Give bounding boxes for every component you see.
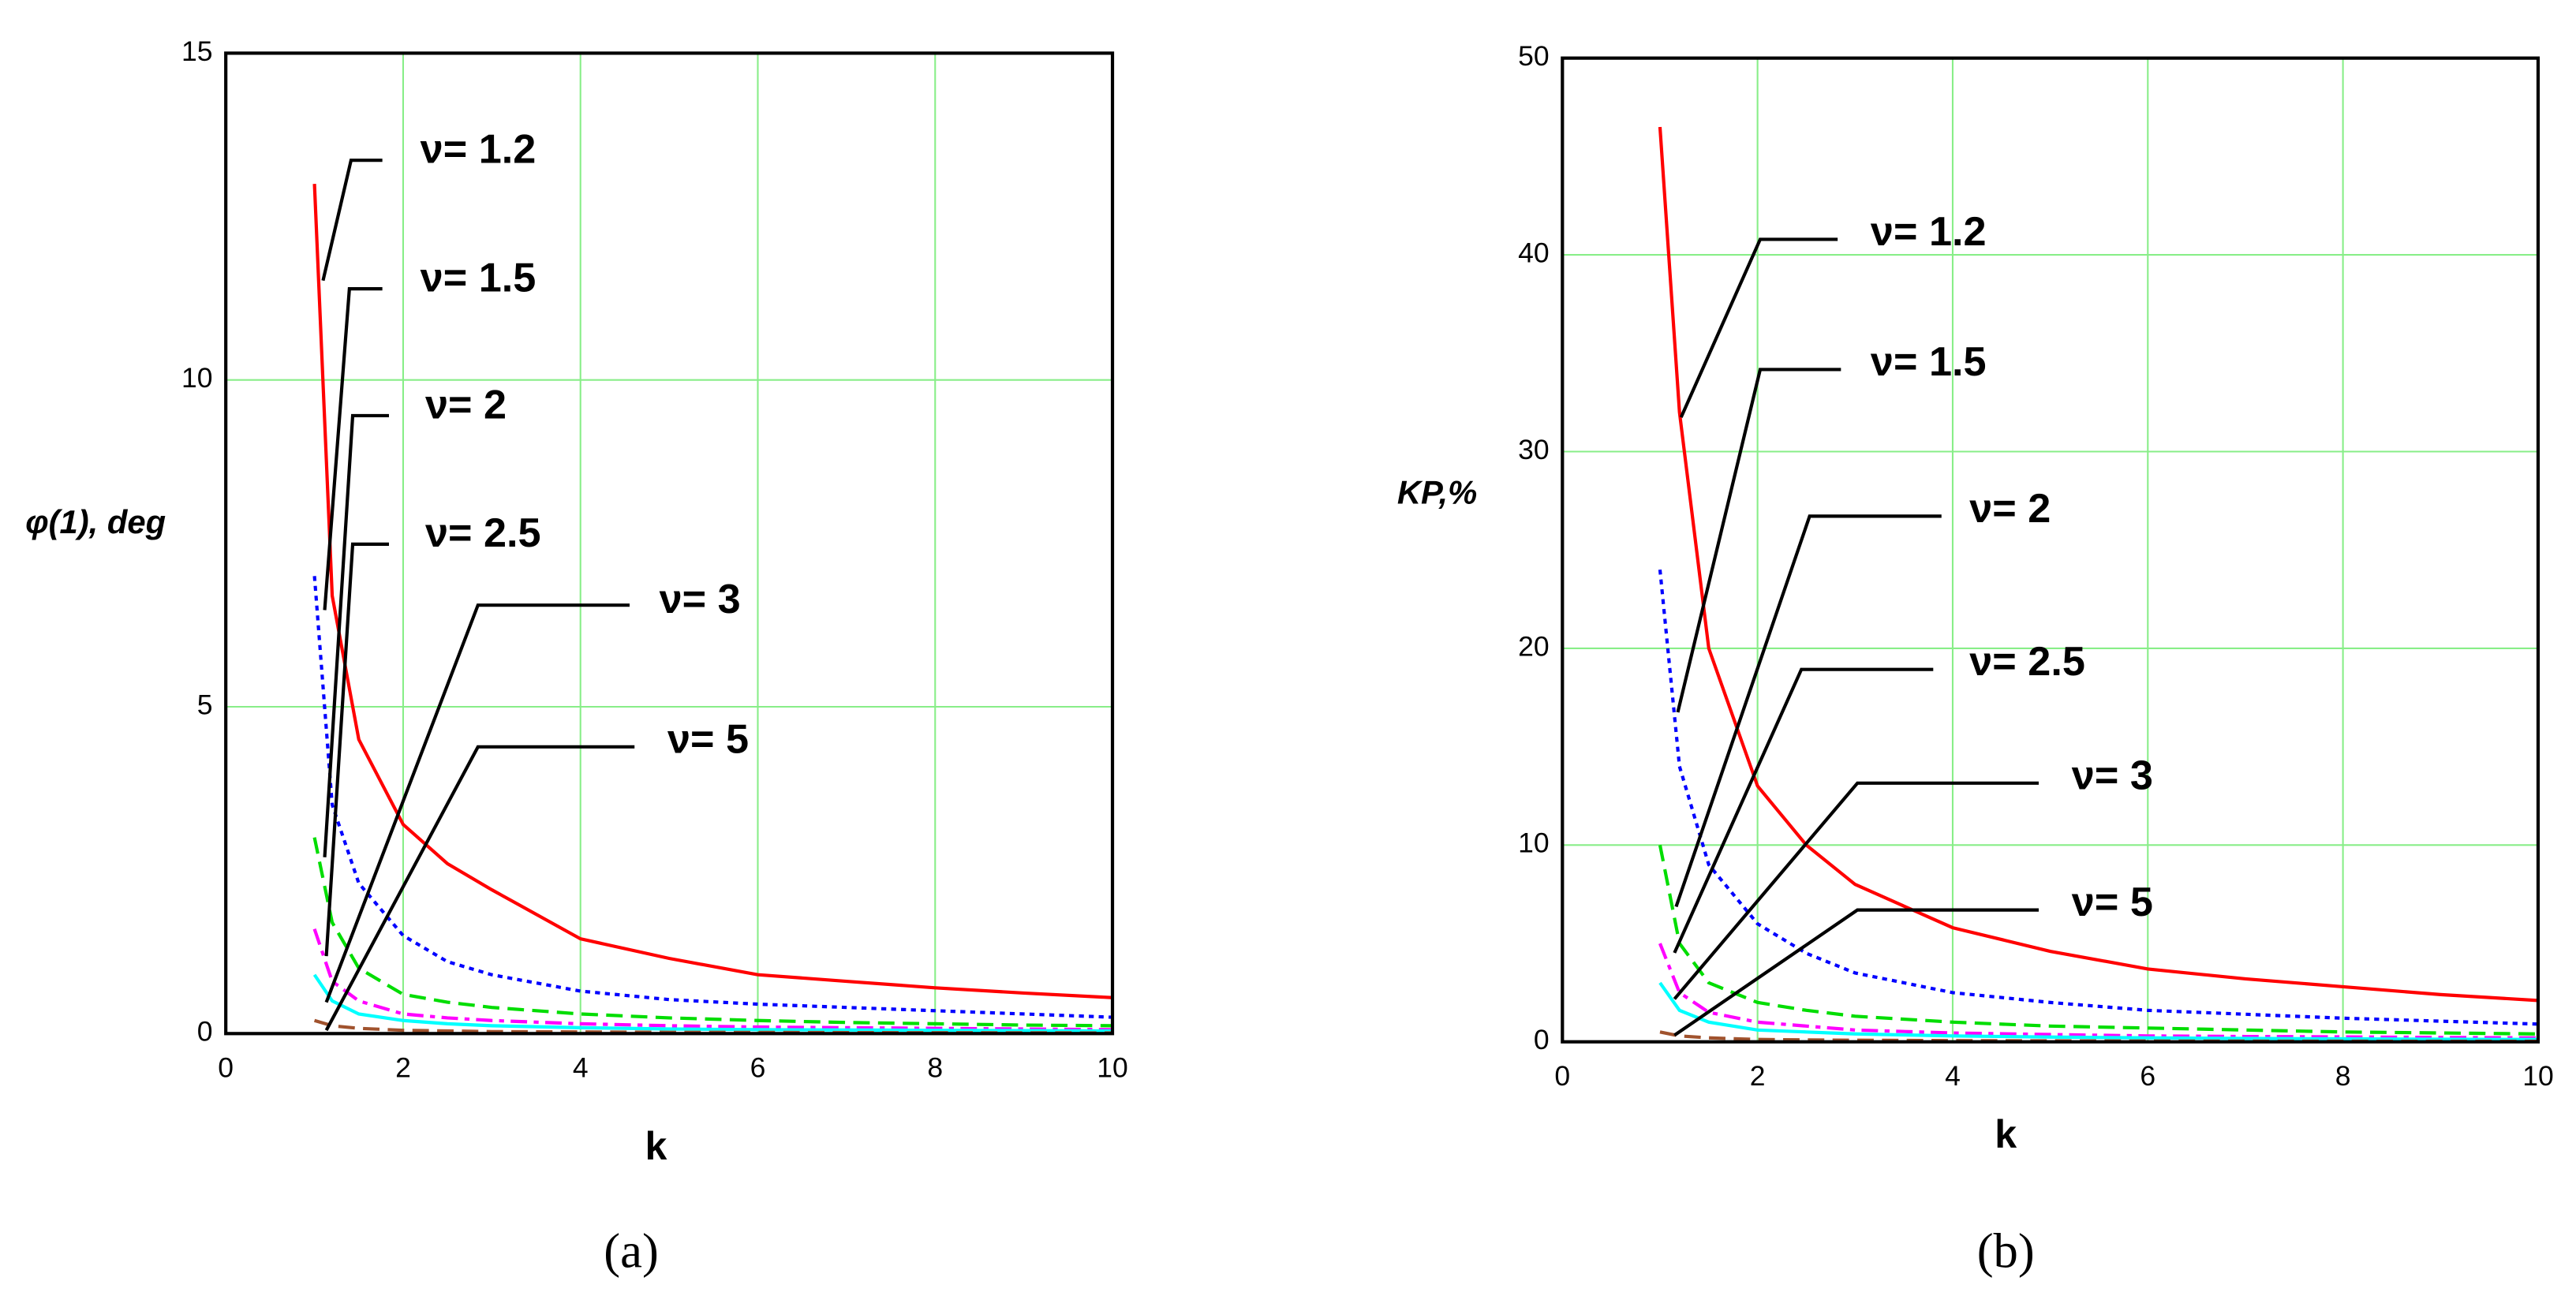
- y-tick-label: 50: [1518, 40, 1550, 72]
- series-line: [1658, 844, 2538, 1036]
- series-line: [312, 973, 1113, 1033]
- series-line: [312, 184, 1113, 999]
- x-tick-label: 6: [2140, 1060, 2155, 1092]
- y-tick-label: 15: [181, 35, 213, 67]
- leader-line: [1679, 237, 1838, 418]
- x-tick-label: 4: [573, 1052, 589, 1084]
- y-tick-label: 0: [197, 1016, 213, 1048]
- plot-frame: [1561, 56, 2540, 1044]
- y-tick-label: 40: [1518, 237, 1550, 268]
- series-label: ν= 1.2: [1871, 209, 1987, 255]
- x-tick-label: 0: [218, 1052, 234, 1084]
- series-label: ν= 3: [2072, 753, 2153, 798]
- plot-frame: [224, 51, 1115, 1036]
- x-tick-label: 10: [2522, 1060, 2554, 1092]
- series-line: [312, 576, 1113, 1019]
- series-label: ν= 2.5: [1969, 639, 2085, 685]
- caption: (a): [604, 1223, 659, 1279]
- y-tick-label: 0: [1534, 1024, 1550, 1055]
- y-axis-label: KP,%: [1397, 473, 1477, 510]
- x-tick-label: 2: [395, 1052, 411, 1084]
- y-tick-label: 30: [1518, 434, 1550, 465]
- x-tick-label: 8: [927, 1052, 943, 1084]
- series-line: [1658, 981, 2538, 1041]
- leader-line: [323, 413, 389, 857]
- series-line: [1658, 126, 2539, 1003]
- x-tick-label: 6: [750, 1052, 766, 1084]
- leader-line: [1676, 368, 1841, 713]
- series-line: [312, 928, 1113, 1032]
- x-tick-label: 0: [1554, 1060, 1570, 1092]
- leader-line: [1674, 514, 1942, 908]
- leader-line: [324, 542, 389, 957]
- leader-line: [321, 159, 383, 282]
- series-label: ν= 2.5: [425, 510, 541, 556]
- x-tick-label: 2: [1750, 1060, 1766, 1092]
- leader-line: [324, 745, 635, 1032]
- leader-line: [324, 603, 630, 1003]
- x-tick-label: 8: [2335, 1060, 2351, 1092]
- series-label: ν= 2: [1969, 486, 2051, 532]
- series-label: ν= 1.2: [421, 127, 537, 173]
- series-label: ν= 1.5: [1871, 339, 1987, 385]
- series-label: ν= 5: [2072, 880, 2153, 925]
- y-tick-label: 10: [1518, 827, 1550, 859]
- leader-line: [1673, 667, 1934, 954]
- leader-line: [323, 287, 383, 611]
- caption: (b): [1977, 1223, 2035, 1279]
- y-tick-label: 10: [181, 362, 213, 394]
- y-axis-label: φ(1), deg: [25, 503, 166, 540]
- series-label: ν= 3: [660, 577, 741, 622]
- series-label: ν= 5: [667, 716, 749, 762]
- y-tick-label: 5: [197, 689, 213, 720]
- series-line: [1658, 569, 2539, 1026]
- series-label: ν= 1.5: [421, 255, 537, 301]
- x-axis-label: k: [1995, 1112, 2017, 1156]
- leader-line: [1673, 781, 2039, 1000]
- x-tick-label: 10: [1097, 1052, 1128, 1084]
- leader-line: [1673, 908, 2039, 1037]
- series-line: [312, 837, 1113, 1028]
- x-axis-label: k: [645, 1124, 667, 1168]
- x-tick-label: 4: [1945, 1060, 1961, 1092]
- y-tick-label: 20: [1518, 630, 1550, 662]
- series-label: ν= 2: [425, 382, 507, 428]
